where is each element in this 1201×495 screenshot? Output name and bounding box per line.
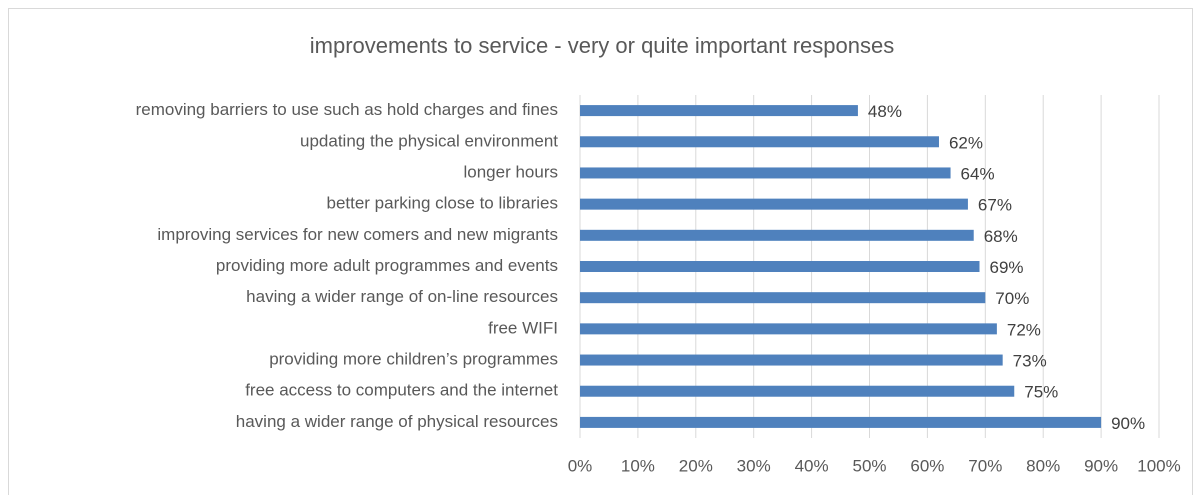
- category-label: free access to computers and the interne…: [245, 381, 558, 400]
- value-label: 62%: [949, 133, 983, 152]
- x-tick-label: 0%: [568, 456, 593, 475]
- bar: [580, 167, 951, 179]
- value-label: 70%: [995, 289, 1029, 308]
- bar: [580, 385, 1015, 397]
- chart-border: [8, 8, 1193, 495]
- category-label: better parking close to libraries: [326, 194, 558, 213]
- category-label: updating the physical environment: [300, 131, 558, 150]
- bar: [580, 292, 986, 304]
- category-label: providing more children’s programmes: [269, 350, 558, 369]
- value-label: 48%: [868, 102, 902, 121]
- category-label: longer hours: [463, 162, 558, 181]
- chart-title: improvements to service - very or quite …: [310, 33, 894, 58]
- bar: [580, 136, 939, 148]
- category-label: improving services for new comers and ne…: [157, 225, 558, 244]
- category-label: having a wider range of on-line resource…: [246, 287, 558, 306]
- x-tick-label: 30%: [737, 456, 771, 475]
- x-tick-label: 60%: [910, 456, 944, 475]
- value-label: 75%: [1024, 383, 1058, 402]
- bar: [580, 198, 968, 210]
- x-tick-label: 100%: [1137, 456, 1180, 475]
- value-label: 69%: [990, 258, 1024, 277]
- category-label: providing more adult programmes and even…: [216, 256, 558, 275]
- x-tick-label: 80%: [1026, 456, 1060, 475]
- value-label: 90%: [1111, 414, 1145, 433]
- bar: [580, 323, 997, 335]
- x-tick-label: 90%: [1084, 456, 1118, 475]
- bar: [580, 105, 858, 117]
- bar: [580, 229, 974, 241]
- category-label: removing barriers to use such as hold ch…: [136, 100, 558, 119]
- category-label: having a wider range of physical resourc…: [236, 412, 558, 431]
- bar: [580, 416, 1102, 428]
- x-tick-label: 50%: [852, 456, 886, 475]
- value-label: 67%: [978, 196, 1012, 215]
- x-tick-label: 70%: [968, 456, 1002, 475]
- category-label: free WIFI: [488, 318, 558, 337]
- x-tick-label: 10%: [621, 456, 655, 475]
- value-label: 72%: [1007, 320, 1041, 339]
- value-label: 68%: [984, 227, 1018, 246]
- x-tick-label: 40%: [795, 456, 829, 475]
- value-label: 64%: [961, 164, 995, 183]
- bar: [580, 261, 980, 272]
- x-tick-label: 20%: [679, 456, 713, 475]
- bar: [580, 354, 1003, 366]
- value-label: 73%: [1013, 352, 1047, 371]
